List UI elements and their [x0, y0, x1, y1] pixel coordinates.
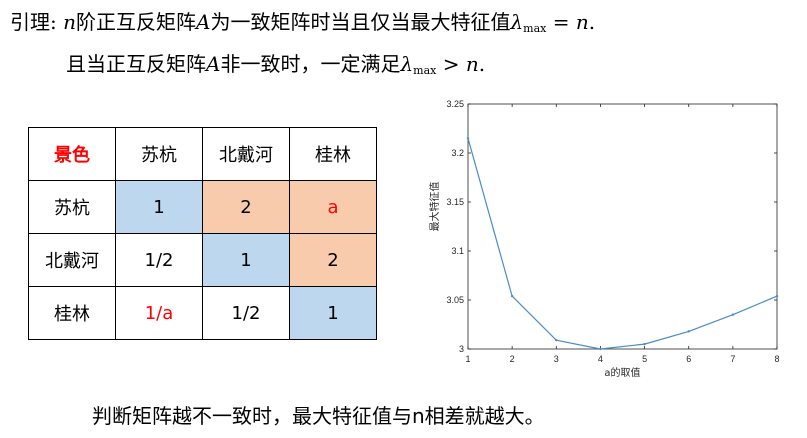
lemma-text-a: 阶正互反矩阵	[76, 10, 196, 34]
data-point	[599, 347, 602, 351]
table-row: 北戴河 1/2 1 2	[28, 233, 377, 287]
data-point	[731, 313, 735, 316]
y-axis-label: 最大特征值	[428, 182, 441, 232]
y-tick-label: 3.2	[451, 148, 464, 158]
lemma-end: .	[588, 10, 596, 34]
table-header-cell: 苏杭	[115, 127, 203, 181]
lemma-matrix-a: A	[196, 10, 211, 34]
data-point	[466, 137, 470, 140]
table-cell: 1	[289, 286, 377, 340]
y-tick-label: 3.25	[446, 99, 464, 109]
lemma-prefix: 引理:	[10, 10, 64, 34]
data-point	[510, 294, 514, 298]
row-label: 桂林	[28, 286, 116, 340]
lemma-lambda-sub: max	[523, 22, 547, 35]
lemma2-n2: n	[465, 52, 479, 76]
table-cell: 1	[202, 233, 290, 287]
row-label: 苏杭	[28, 180, 116, 234]
lemma2-lambda: λ	[400, 52, 414, 76]
table-cell: 1	[115, 180, 203, 234]
lemma2-text-b: 非一致时，一定满足	[220, 52, 401, 76]
table-header-cell: 桂林	[289, 127, 377, 181]
x-axis-label: a的取值	[604, 366, 640, 379]
lemma-relation: =	[546, 10, 576, 34]
row-label: 北戴河	[28, 233, 116, 287]
lemma2-lambda-sub: max	[413, 64, 437, 77]
y-tick-label: 3.05	[446, 295, 464, 305]
footer-conclusion: 判断矩阵越不一致时，最大特征值与n相差就越大。	[92, 404, 545, 428]
lemma-lambda: λ	[510, 10, 524, 34]
lemma2-relation: >	[436, 52, 466, 76]
lemma2-matrix-a: A	[206, 52, 221, 76]
x-tick-label: 7	[730, 354, 735, 364]
lemma-line-1: 引理: n阶正互反矩阵A为一致矩阵时当且仅当最大特征值λmax = n.	[10, 6, 595, 35]
x-tick-label: 4	[598, 354, 603, 364]
x-tick-label: 6	[686, 354, 691, 364]
table-header-corner: 景色	[28, 127, 116, 181]
lemma-n2: n	[575, 10, 589, 34]
table-cell-variable: a	[289, 180, 377, 234]
plot-frame	[467, 103, 778, 350]
table-header-cell: 北戴河	[202, 127, 290, 181]
lemma2-text-a: 且当正互反矩阵	[66, 52, 206, 76]
eigenvalue-line-chart: 1 2 3 4 5 6 7 8 3 3.05 3.1 3.15 3.2 3.25 a的取值 最大特征值	[428, 99, 780, 379]
table-header-row: 景色 苏杭 北戴河 桂林	[28, 127, 377, 181]
table-cell-variable: 1/a	[115, 286, 203, 340]
y-tick-label: 3	[459, 344, 464, 354]
table-row: 桂林 1/a 1/2 1	[28, 286, 377, 340]
x-tick-label: 3	[554, 354, 559, 364]
data-point	[643, 342, 646, 346]
data-point	[555, 338, 558, 342]
x-tick-label: 2	[510, 354, 515, 364]
table-cell: 1/2	[202, 286, 290, 340]
y-tick-label: 3.15	[446, 197, 464, 207]
x-tick-label: 5	[642, 354, 647, 364]
data-point	[687, 330, 690, 333]
table-row: 苏杭 1 2 a	[28, 180, 377, 234]
series-line	[467, 138, 778, 350]
data-point	[775, 294, 779, 298]
table-cell: 1/2	[115, 233, 203, 287]
pairwise-matrix-table: 景色 苏杭 北戴河 桂林 苏杭 1 2 a 北戴河 1/2 1 2 桂林 1/a…	[28, 127, 377, 340]
x-tick-label: 8	[774, 354, 779, 364]
x-tick-label: 1	[465, 354, 470, 364]
lemma-text-b: 为一致矩阵时当且仅当最大特征值	[210, 10, 511, 34]
lemma-n: n	[63, 10, 76, 34]
table-cell: 2	[289, 233, 377, 287]
lemma-line-2: 且当正互反矩阵A非一致时，一定满足λmax > n.	[66, 48, 485, 77]
lemma2-end: .	[478, 52, 486, 76]
y-tick-label: 3.1	[451, 246, 464, 256]
table-cell: 2	[202, 180, 290, 234]
